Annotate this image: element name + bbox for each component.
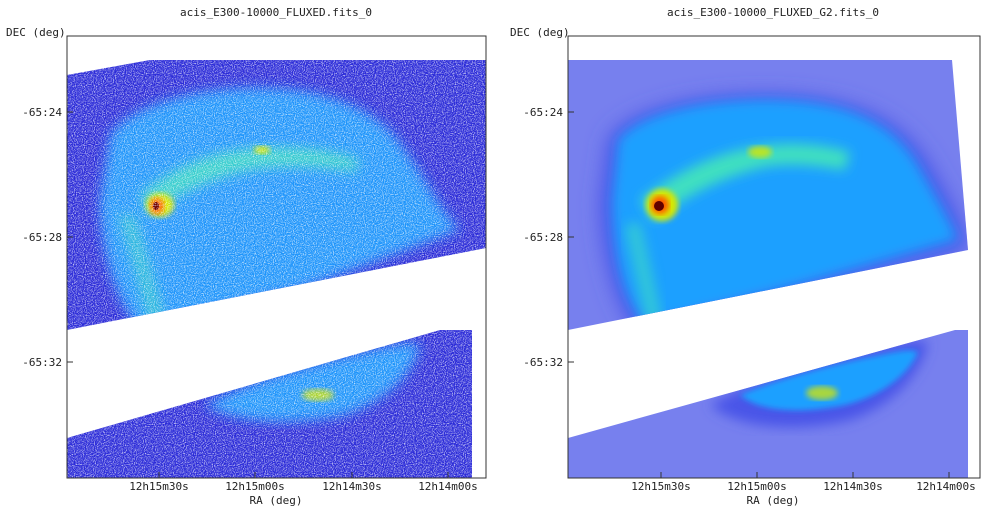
x-tick-label-raw-1: 12h15m00s bbox=[225, 480, 285, 493]
y-tick-label-smoothed-0: -65:24 bbox=[523, 106, 563, 119]
x-tick-label-smoothed-3: 12h14m00s bbox=[916, 480, 976, 493]
x-tick-label-smoothed-1: 12h15m00s bbox=[727, 480, 787, 493]
y-tick-label-smoothed-1: -65:28 bbox=[523, 231, 563, 244]
x-ticks-raw: 12h15m30s 12h15m00s 12h14m30s 12h14m00s bbox=[129, 472, 478, 493]
y-tick-label-raw-1: -65:28 bbox=[22, 231, 62, 244]
x-axis-label-raw: RA (deg) bbox=[250, 494, 303, 507]
detector-region-upper-smoothed bbox=[568, 60, 968, 330]
panel-title-raw: acis_E300-10000_FLUXED.fits_0 bbox=[180, 6, 372, 19]
detector-region-upper-raw bbox=[67, 60, 486, 330]
x-tick-label-smoothed-2: 12h14m30s bbox=[823, 480, 883, 493]
x-axis-label-smoothed: RA (deg) bbox=[747, 494, 800, 507]
hot-spot-smoothed bbox=[748, 146, 772, 158]
remnant-body-smoothed bbox=[612, 99, 958, 325]
x-ticks-smoothed: 12h15m30s 12h15m00s 12h14m30s 12h14m00s bbox=[631, 472, 976, 493]
y-axis-label-raw: DEC (deg) bbox=[6, 26, 66, 39]
x-tick-label-raw-3: 12h14m00s bbox=[418, 480, 478, 493]
noise-overlay-upper-raw bbox=[67, 60, 486, 330]
noise-overlay-lower-raw bbox=[67, 330, 472, 478]
image-raw bbox=[67, 60, 486, 478]
remnant-rim-smoothed bbox=[625, 222, 662, 325]
plot-frame-raw bbox=[66, 35, 487, 479]
y-axis-label-smoothed: DEC (deg) bbox=[510, 26, 570, 39]
lower-arc-bright-smoothed bbox=[806, 386, 838, 400]
x-tick-label-smoothed-0: 12h15m30s bbox=[631, 480, 691, 493]
bright-knot-peak-smoothed bbox=[654, 201, 664, 211]
x-tick-label-raw-0: 12h15m30s bbox=[129, 480, 189, 493]
panel-title-smoothed: acis_E300-10000_FLUXED_G2.fits_0 bbox=[667, 6, 879, 19]
lower-arc-smoothed bbox=[740, 350, 918, 411]
plot-frame-smoothed bbox=[567, 35, 981, 479]
detector-region-lower-smoothed bbox=[568, 330, 968, 478]
image-smoothed bbox=[568, 60, 968, 478]
y-tick-label-smoothed-2: -65:32 bbox=[523, 356, 563, 369]
y-tick-label-raw-2: -65:32 bbox=[22, 356, 62, 369]
heatmap-panel-smoothed: acis_E300-10000_FLUXED_G2.fits_0 DEC (de… bbox=[510, 6, 981, 507]
x-tick-label-raw-2: 12h14m30s bbox=[322, 480, 382, 493]
y-ticks-raw: -65:24 -65:28 -65:32 bbox=[22, 106, 73, 369]
y-ticks-smoothed: -65:24 -65:28 -65:32 bbox=[523, 106, 574, 369]
detector-region-lower-raw bbox=[67, 330, 472, 478]
heatmap-panel-raw: acis_E300-10000_FLUXED.fits_0 DEC (deg) bbox=[6, 6, 487, 507]
remnant-filament-smoothed bbox=[640, 143, 850, 222]
y-tick-label-raw-0: -65:24 bbox=[22, 106, 62, 119]
